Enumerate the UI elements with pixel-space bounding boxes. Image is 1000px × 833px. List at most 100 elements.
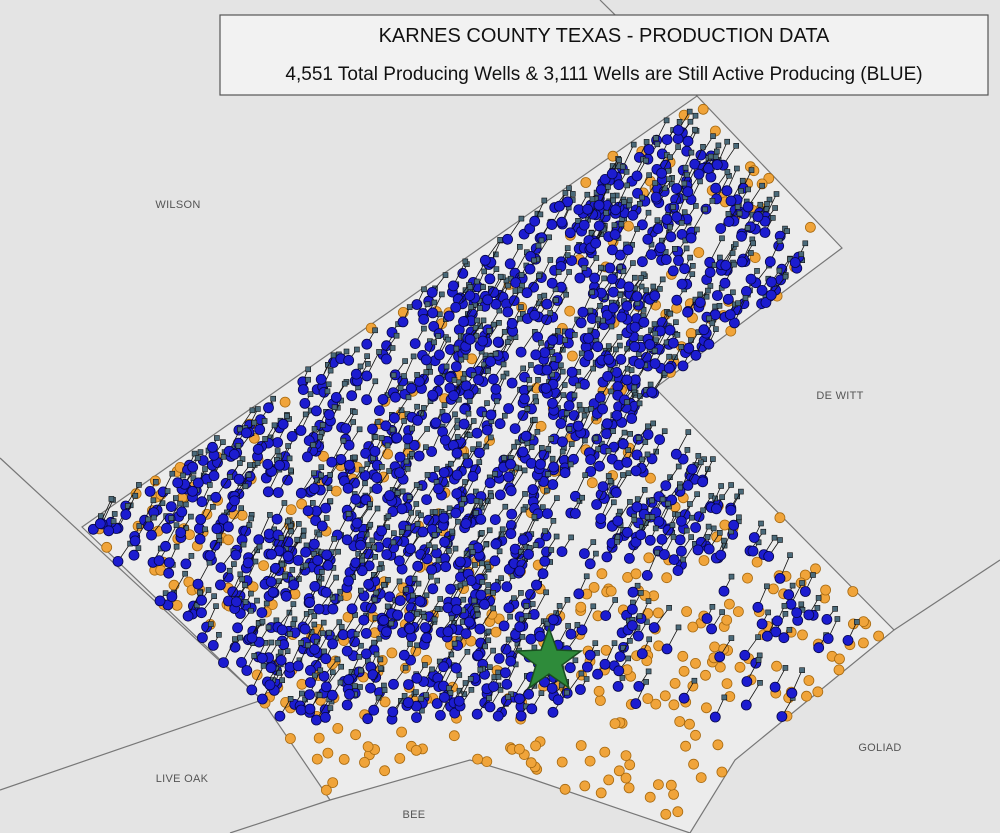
active-well (714, 651, 726, 663)
wellhead (356, 426, 363, 433)
wellhead (566, 269, 572, 275)
wellhead (483, 541, 490, 548)
inactive-well (332, 723, 344, 734)
wellhead (667, 224, 673, 230)
wellhead (284, 518, 291, 525)
active-well (601, 418, 613, 430)
wellhead (687, 501, 693, 507)
active-well (674, 534, 686, 546)
wellhead (287, 522, 294, 529)
wellhead (682, 164, 689, 171)
active-well (451, 604, 463, 616)
inactive-well (672, 806, 684, 818)
wellhead (634, 226, 640, 232)
wellhead (755, 657, 762, 663)
active-well (315, 373, 327, 385)
wellhead (621, 199, 627, 205)
wellhead (211, 593, 217, 600)
wellhead (759, 182, 765, 189)
wellhead (554, 495, 560, 501)
wellhead (474, 278, 480, 285)
wellhead (642, 157, 649, 164)
active-well (230, 596, 242, 608)
wellhead (531, 416, 538, 423)
active-well (556, 216, 568, 228)
wellhead (251, 419, 258, 426)
active-well (365, 602, 377, 614)
wellhead (338, 663, 345, 670)
wellhead (638, 283, 645, 290)
active-well (454, 556, 466, 568)
wellhead (433, 466, 440, 472)
active-well (313, 603, 325, 615)
wellhead (651, 321, 658, 327)
active-well (272, 487, 284, 498)
title: KARNES COUNTY TEXAS - PRODUCTION DATA (379, 25, 830, 47)
active-well (485, 356, 496, 367)
wellhead (374, 505, 381, 512)
wellhead (590, 603, 597, 610)
inactive-well (330, 485, 342, 497)
wellhead (673, 319, 679, 326)
wellhead (336, 619, 343, 626)
active-well (172, 477, 184, 489)
active-well (584, 558, 596, 570)
wellhead (423, 444, 429, 451)
active-well (458, 316, 469, 327)
active-well (800, 586, 811, 597)
wellhead (535, 242, 542, 249)
wellhead (603, 210, 610, 216)
wellhead (729, 250, 736, 256)
active-well (192, 477, 204, 489)
active-well (326, 456, 338, 468)
wellhead (331, 536, 337, 542)
wellhead (337, 595, 344, 602)
active-well (786, 687, 798, 699)
active-well (438, 512, 450, 524)
active-well (667, 337, 679, 349)
wellhead (576, 402, 583, 408)
active-well (229, 495, 240, 507)
wellhead (750, 240, 757, 247)
active-well (529, 309, 541, 321)
wellhead (755, 634, 761, 641)
active-well (404, 543, 416, 555)
active-well (715, 549, 727, 561)
wellhead (504, 339, 511, 346)
active-well (380, 353, 392, 365)
wellhead (476, 305, 483, 311)
active-well (578, 219, 590, 231)
inactive-well (771, 660, 782, 672)
active-well (427, 307, 439, 319)
wellhead (275, 639, 281, 646)
wellhead (435, 333, 442, 339)
wellhead (798, 601, 805, 608)
wellhead (692, 126, 698, 133)
inactive-well (596, 568, 608, 580)
wellhead (406, 304, 413, 310)
active-well (761, 630, 773, 642)
wellhead (709, 603, 716, 610)
active-well (631, 501, 643, 513)
active-well (724, 309, 736, 321)
active-well (246, 684, 258, 696)
wellhead (429, 666, 435, 673)
wellhead (518, 304, 524, 310)
inactive-well (313, 732, 325, 744)
active-well (321, 549, 333, 561)
active-well (676, 515, 687, 527)
wellhead (261, 418, 268, 424)
active-well (703, 543, 715, 555)
active-well (343, 459, 355, 471)
wellhead (445, 336, 451, 343)
inactive-well (709, 641, 720, 653)
wellhead (495, 674, 502, 680)
wellhead (180, 472, 186, 479)
wellhead (318, 464, 325, 471)
active-well (282, 474, 293, 486)
wellhead (267, 512, 273, 518)
wellhead (684, 171, 690, 178)
active-well (282, 550, 294, 562)
inactive-well (580, 177, 592, 188)
active-well (718, 585, 730, 597)
